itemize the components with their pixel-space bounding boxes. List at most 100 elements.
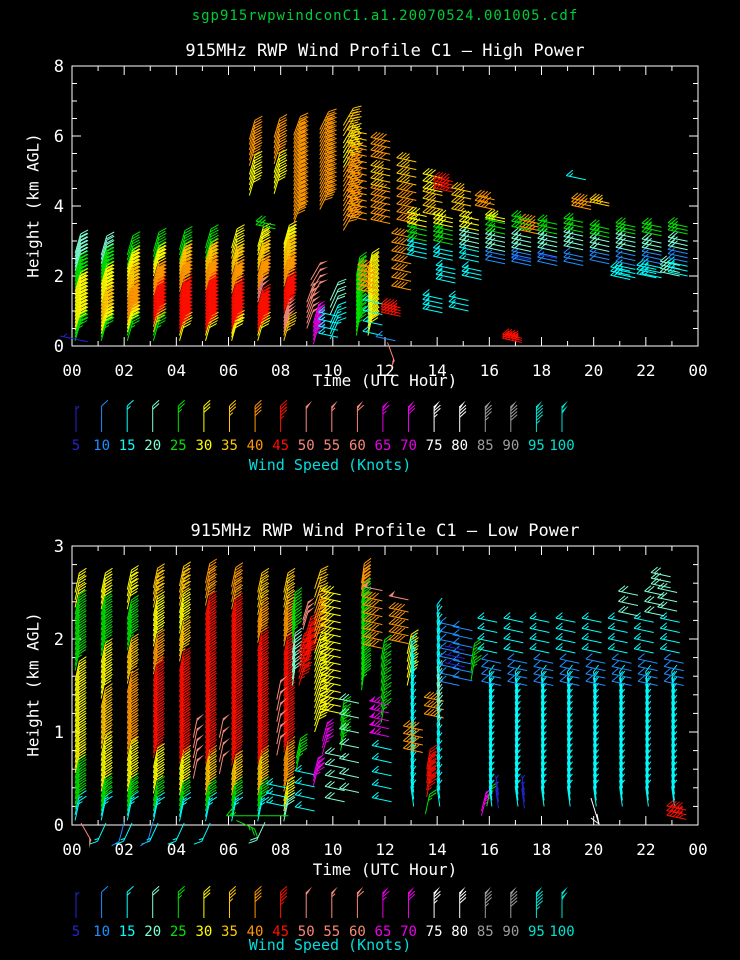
wind-barb bbox=[126, 259, 141, 284]
wind-barb bbox=[152, 264, 167, 289]
wind-barb bbox=[205, 280, 219, 305]
wind-barb bbox=[100, 264, 115, 289]
wind-barb bbox=[319, 167, 337, 189]
wind-barb bbox=[422, 302, 443, 314]
wind-barb bbox=[319, 116, 337, 139]
x-tick-label: 10 bbox=[323, 840, 342, 859]
wind-barb bbox=[74, 288, 89, 313]
wind-barb bbox=[356, 400, 365, 432]
wind-barb bbox=[100, 299, 115, 324]
wind-barb bbox=[203, 399, 211, 432]
wind-barb bbox=[74, 681, 87, 707]
wind-barb bbox=[537, 236, 558, 248]
wind-barb bbox=[179, 225, 193, 250]
wind-barb bbox=[529, 622, 550, 633]
wind-barb bbox=[667, 247, 688, 259]
wind-barb bbox=[589, 193, 610, 204]
wind-barb bbox=[283, 274, 297, 299]
wind-barb bbox=[432, 246, 453, 257]
wind-barb bbox=[231, 313, 245, 338]
wind-barb bbox=[205, 273, 219, 298]
wind-barb bbox=[74, 257, 89, 282]
wind-barb bbox=[511, 241, 532, 252]
y-tick-label: 8 bbox=[54, 57, 64, 77]
wind-barb bbox=[74, 575, 87, 601]
wind-barb bbox=[406, 206, 427, 217]
wind-barb bbox=[571, 192, 592, 203]
wind-barb bbox=[100, 306, 115, 331]
wind-barb bbox=[537, 219, 558, 230]
wind-barb bbox=[510, 886, 518, 918]
wind-barb bbox=[355, 255, 367, 281]
wind-barb bbox=[74, 243, 89, 268]
wind-barb bbox=[193, 822, 211, 845]
x-tick-label: 10 bbox=[323, 361, 342, 380]
wind-barb bbox=[371, 739, 392, 751]
wind-barb bbox=[255, 218, 276, 230]
wind-barb bbox=[74, 271, 89, 296]
wind-barb bbox=[391, 280, 412, 291]
wind-barb bbox=[255, 215, 276, 226]
wind-barb bbox=[641, 257, 662, 269]
wind-barb bbox=[177, 399, 185, 432]
wind-barb bbox=[74, 656, 87, 682]
wind-barb bbox=[667, 224, 688, 235]
wind-barb bbox=[205, 276, 219, 301]
wind-barb bbox=[589, 219, 610, 230]
wind-barb bbox=[257, 311, 271, 336]
wind-barb bbox=[126, 231, 141, 256]
wind-barb bbox=[265, 777, 287, 789]
wind-barb bbox=[231, 302, 245, 327]
wind-barb bbox=[342, 110, 362, 132]
wind-barb bbox=[637, 653, 658, 664]
wind-barb bbox=[152, 271, 167, 296]
wind-barb bbox=[205, 304, 219, 329]
wind-barb bbox=[370, 182, 391, 193]
x-tick-label: 12 bbox=[375, 361, 394, 380]
wind-barb bbox=[346, 197, 367, 208]
wind-barb bbox=[555, 612, 576, 623]
wind-barb bbox=[257, 294, 271, 319]
wind-barb bbox=[74, 313, 89, 338]
wind-barb bbox=[74, 253, 89, 278]
wind-barb bbox=[152, 302, 167, 327]
wind-barb bbox=[75, 891, 80, 918]
wind-barb bbox=[435, 268, 456, 279]
wind-barb bbox=[346, 158, 367, 170]
wind-barb bbox=[459, 886, 467, 918]
wind-barb bbox=[371, 752, 392, 764]
wind-barb bbox=[571, 199, 592, 210]
x-tick-label: 02 bbox=[115, 840, 134, 859]
wind-barb bbox=[387, 342, 395, 369]
wind-barb bbox=[89, 822, 107, 845]
wind-barb bbox=[319, 171, 337, 193]
wind-barb bbox=[324, 758, 345, 769]
wind-barb bbox=[205, 565, 218, 591]
wind-barb bbox=[435, 263, 456, 275]
wind-barb bbox=[346, 184, 367, 196]
wind-barb bbox=[319, 163, 337, 185]
wind-barb bbox=[126, 245, 141, 270]
wind-barb bbox=[152, 278, 167, 303]
wind-barb bbox=[484, 886, 492, 918]
wind-barb bbox=[318, 327, 339, 338]
wind-barb bbox=[607, 642, 628, 654]
y-tick-label: 3 bbox=[54, 537, 64, 557]
wind-barb bbox=[74, 302, 89, 327]
wind-barb bbox=[74, 306, 89, 331]
wind-barb bbox=[257, 259, 271, 284]
wind-barb bbox=[205, 259, 219, 284]
wind-barb bbox=[667, 217, 688, 228]
wind-barb bbox=[346, 210, 367, 221]
wind-barb bbox=[503, 632, 524, 644]
wind-barb bbox=[342, 105, 362, 126]
wind-barb bbox=[179, 257, 193, 282]
legend-speed-label: 30 bbox=[195, 438, 212, 454]
wind-barb bbox=[362, 304, 383, 315]
wind-barb bbox=[283, 288, 297, 313]
high-power-panel-title: 915MHz RWP Wind Profile C1 — High Power bbox=[185, 41, 585, 61]
wind-barb bbox=[511, 227, 532, 239]
wind-barb bbox=[179, 264, 193, 289]
wind-barb bbox=[371, 765, 392, 777]
wind-barb bbox=[100, 231, 115, 256]
